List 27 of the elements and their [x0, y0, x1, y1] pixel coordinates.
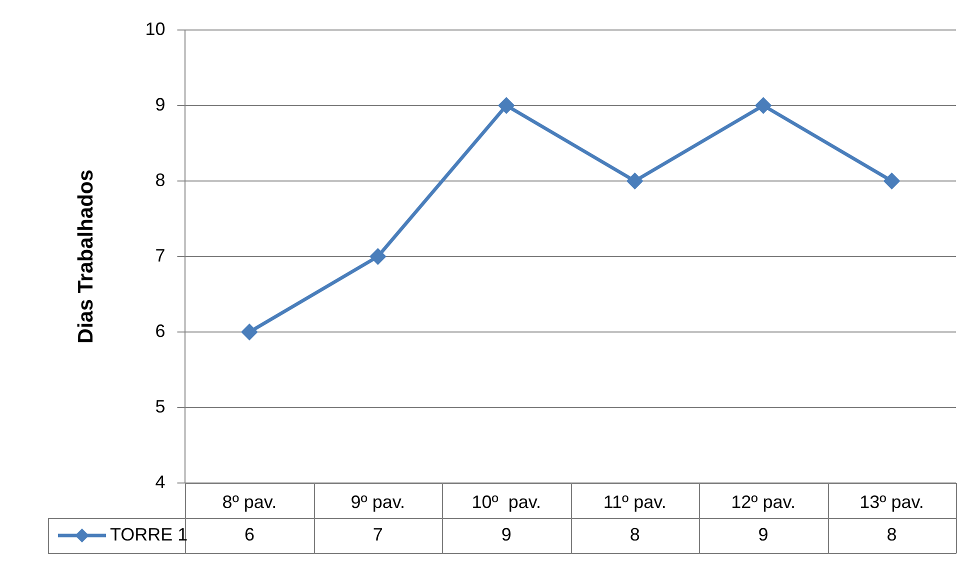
x-tick-label: 10º pav. [472, 492, 542, 512]
x-tick-label: 9º pav. [350, 492, 406, 512]
x-tick-label: 12º pav. [731, 492, 796, 512]
x-tick-label: 13º pav. [860, 492, 924, 512]
point [884, 173, 900, 189]
point [370, 248, 386, 264]
point [627, 173, 643, 189]
point [242, 324, 258, 340]
data-label: 8 [630, 524, 640, 544]
y-tick-label: 8 [155, 170, 166, 190]
y-tick-label: 9 [155, 94, 166, 114]
data-label: 7 [372, 524, 383, 544]
y-tick-label: 7 [155, 245, 166, 266]
data-label: 8 [886, 524, 897, 544]
legend-label: TORRE 1 [110, 524, 188, 544]
data-label: 9 [758, 524, 768, 544]
y-tick-label: 6 [155, 320, 166, 341]
point [498, 98, 514, 114]
x-tick-label: 8º pav. [222, 492, 277, 512]
y-tick-label: 4 [155, 472, 166, 492]
data-label: 6 [244, 524, 254, 544]
y-tick-label: 10 [145, 18, 166, 39]
y-tick-label: 5 [155, 396, 166, 416]
data-label: 9 [501, 524, 512, 544]
point [756, 98, 772, 114]
y-axis-title: Dias Trabalhados [74, 170, 98, 344]
x-tick-label: 11º pav. [603, 492, 666, 512]
